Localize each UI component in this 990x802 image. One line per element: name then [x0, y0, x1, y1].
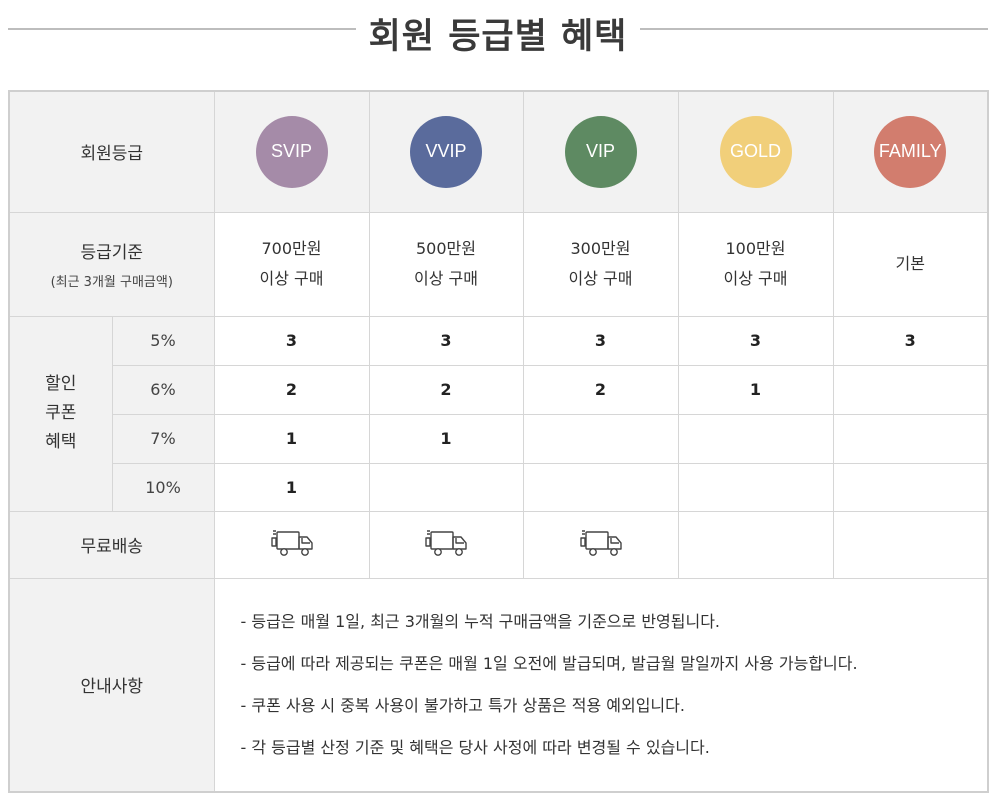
coupon-count: 1: [368, 413, 524, 464]
notice-row: 안내사항 - 등급은 매월 1일, 최근 3개월의 누적 구매금액을 기준으로 …: [8, 577, 989, 793]
coupon-count: 1: [677, 364, 834, 415]
coupon-row: 10% 1: [9, 462, 989, 512]
coupon-count: 1: [213, 462, 370, 512]
coupon-count: 3: [522, 315, 679, 366]
criteria-amount: 기본: [895, 254, 925, 273]
coupon-label-cell: 할인 쿠폰 혜택: [8, 315, 113, 512]
coupon-count: [522, 413, 679, 464]
coupon-count: 1: [213, 413, 370, 464]
coupon-count: 3: [677, 315, 834, 366]
grade-badge-family: FAMILY: [874, 115, 947, 188]
grade-header-row: 회원등급 SVIP VVIP VIP GOLD FAMILY: [8, 90, 989, 213]
coupon-count: [677, 413, 834, 464]
criteria-condition: 이상 구매: [568, 269, 633, 288]
grade-badge-gold: GOLD: [719, 115, 792, 188]
grade-benefit-table: 회원등급 SVIP VVIP VIP GOLD FAMILY 등급기준 (최근 …: [8, 90, 989, 793]
coupon-count: 3: [368, 315, 524, 366]
criteria-amount: 700만원: [261, 239, 322, 258]
coupon-row: 7% 1 1: [9, 413, 989, 464]
coupon-count: [522, 462, 679, 512]
shipping-cell: [832, 510, 989, 579]
coupon-count: [677, 462, 834, 512]
grade-cell-family: FAMILY: [832, 90, 989, 213]
coupon-rate: 6%: [111, 364, 215, 415]
criteria-amount: 300만원: [570, 239, 631, 258]
coupon-count: 2: [213, 364, 370, 415]
grade-badge-vvip: VVIP: [410, 115, 482, 188]
coupon-rate: 7%: [111, 413, 215, 464]
grade-cell-vvip: VVIP: [368, 90, 524, 213]
criteria-amount: 100만원: [725, 239, 786, 258]
grade-badge-vip: VIP: [564, 115, 637, 188]
grade-cell-svip: SVIP: [213, 90, 370, 213]
coupon-row: 할인 쿠폰 혜택 5% 3 3 3 3 3: [8, 315, 989, 512]
criteria-label: 등급기준: [80, 243, 144, 263]
notice-item: - 각 등급별 산정 기준 및 혜택은 당사 사정에 따라 변경될 수 있습니다…: [240, 737, 710, 757]
criteria-sublabel: (최근 3개월 구매금액): [50, 275, 173, 290]
notice-label: 안내사항: [8, 577, 215, 793]
criteria-label-cell: 등급기준 (최근 3개월 구매금액): [8, 211, 215, 317]
coupon-label-line: 쿠폰: [45, 403, 77, 423]
grade-cell-vip: VIP: [522, 90, 679, 213]
coupon-label-line: 혜택: [45, 432, 77, 452]
notice-list: - 등급은 매월 1일, 최근 3개월의 누적 구매금액을 기준으로 반영됩니다…: [213, 577, 989, 793]
notice-item: - 쿠폰 사용 시 중복 사용이 불가하고 특가 상품은 적용 예외입니다.: [240, 695, 685, 715]
grade-header-label: 회원등급: [8, 90, 215, 213]
title-row: 회원 등급별 혜택: [0, 0, 990, 60]
coupon-count: 3: [213, 315, 370, 366]
delivery-truck-icon: [578, 528, 624, 562]
shipping-cell: [213, 510, 370, 579]
coupon-count: [368, 462, 524, 512]
criteria-condition: 이상 구매: [723, 269, 788, 288]
coupon-count: 3: [832, 315, 989, 366]
grade-badge-svip: SVIP: [255, 115, 328, 188]
criteria-value: 기본: [832, 211, 989, 317]
coupon-count: 2: [368, 364, 524, 415]
shipping-label: 무료배송: [8, 510, 215, 579]
delivery-truck-icon: [269, 528, 315, 562]
grade-cell-gold: GOLD: [677, 90, 834, 213]
coupon-row: 6% 2 2 2 1: [9, 364, 989, 415]
coupon-count: [832, 413, 989, 464]
page-title: 회원 등급별 혜택: [368, 17, 628, 57]
shipping-cell: [677, 510, 834, 579]
notice-item: - 등급에 따라 제공되는 쿠폰은 매월 1일 오전에 발급되며, 발급월 말일…: [240, 653, 858, 673]
title-divider-right: [640, 28, 988, 30]
coupon-rate: 10%: [111, 462, 215, 512]
shipping-cell: [522, 510, 679, 579]
criteria-condition: 이상 구매: [414, 269, 478, 288]
shipping-cell: [368, 510, 524, 579]
notice-item: - 등급은 매월 1일, 최근 3개월의 누적 구매금액을 기준으로 반영됩니다…: [240, 611, 721, 631]
coupon-count: [832, 462, 989, 512]
coupon-label-line: 할인: [45, 374, 77, 394]
coupon-count: 2: [522, 364, 679, 415]
coupon-count: [832, 364, 989, 415]
title-divider-left: [8, 28, 356, 30]
coupon-rate: 5%: [111, 315, 215, 366]
criteria-condition: 이상 구매: [259, 269, 324, 288]
shipping-row: 무료배송: [8, 510, 989, 579]
criteria-amount: 500만원: [416, 239, 476, 258]
delivery-truck-icon: [423, 528, 469, 562]
